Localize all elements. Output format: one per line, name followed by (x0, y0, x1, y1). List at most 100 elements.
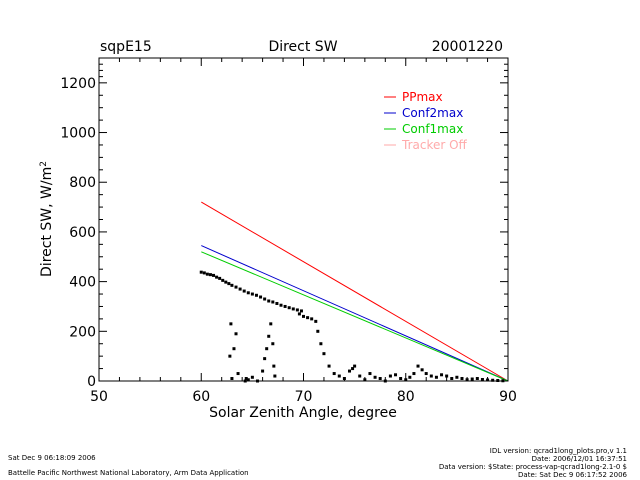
data-point (424, 372, 428, 376)
data-point (475, 377, 479, 381)
data-point (287, 306, 291, 310)
data-point (221, 278, 225, 282)
footer-data-date: Date: Sat Dec 9 06:17:52 2006 (518, 471, 627, 479)
data-point (420, 368, 424, 372)
data-point (218, 276, 222, 280)
x-tick-label: 70 (295, 389, 313, 405)
footer-idl-date: Date: 2006/12/01 16:37:51 (532, 455, 627, 463)
data-point (244, 377, 248, 381)
data-point (455, 375, 459, 379)
data-point (408, 375, 412, 379)
data-point (227, 282, 231, 286)
data-point (236, 372, 240, 376)
data-point (434, 375, 438, 379)
data-point (202, 271, 206, 275)
y-tick-label: 800 (69, 175, 96, 191)
data-point (416, 364, 420, 368)
data-point (429, 374, 433, 378)
footer-idl-version: IDL version: qcrad1long_plots.pro,v 1.1 (490, 447, 627, 455)
data-point (254, 293, 258, 297)
data-point (267, 334, 271, 338)
data-point (319, 342, 323, 346)
data-point (348, 369, 352, 373)
data-point (351, 367, 355, 371)
data-point (306, 316, 310, 320)
data-point (259, 295, 263, 299)
data-point (314, 319, 318, 323)
legend-label-ppmax: PPmax (402, 90, 443, 104)
data-point (271, 342, 275, 346)
data-point (271, 300, 275, 304)
y-tick-label: 400 (69, 275, 96, 291)
legend-label-tracker-off: Tracker Off (401, 138, 468, 152)
date-label: 20001220 (432, 39, 503, 55)
x-tick-label: 80 (397, 389, 415, 405)
data-point (272, 364, 276, 368)
data-point (230, 377, 234, 381)
data-point (215, 275, 219, 279)
data-point (310, 317, 314, 321)
data-point (242, 289, 246, 293)
data-point (279, 303, 283, 307)
legend-label-conf1max: Conf1max (402, 122, 463, 136)
station-label: sqpE15 (100, 39, 152, 55)
data-point (246, 378, 250, 382)
data-point (199, 270, 203, 274)
data-point (470, 377, 474, 381)
data-point (269, 322, 273, 326)
data-point (412, 372, 416, 376)
data-point (322, 352, 326, 356)
data-point (230, 283, 234, 287)
data-point (275, 301, 279, 305)
data-point (205, 272, 209, 276)
data-point (399, 377, 403, 381)
data-point (250, 292, 254, 296)
data-point (388, 374, 392, 378)
data-point (337, 374, 341, 378)
data-point (243, 379, 247, 383)
data-point (332, 372, 336, 376)
data-point (440, 373, 444, 377)
data-point (445, 374, 449, 378)
x-tick-label: 50 (90, 389, 108, 405)
data-point (297, 312, 301, 316)
data-point (460, 377, 464, 381)
y-tick-label: 200 (69, 324, 96, 340)
legend-label-conf2max: Conf2max (402, 106, 463, 120)
data-point (255, 379, 259, 383)
x-tick-label: 60 (192, 389, 210, 405)
y-axis-label: Direct SW, W/m2 (39, 161, 55, 277)
data-point (496, 379, 500, 383)
data-point (246, 291, 250, 295)
data-point (373, 375, 377, 379)
data-point (232, 347, 236, 351)
data-point (273, 374, 277, 378)
data-point (212, 273, 216, 277)
data-point (234, 332, 238, 336)
ppmax-line (201, 201, 509, 382)
data-point (263, 357, 267, 361)
chart-title: Direct SW (268, 39, 337, 55)
data-point (224, 280, 228, 284)
data-point (491, 378, 495, 382)
footer-data-version: Data version: $State: process-vap-qcrad1… (439, 463, 627, 471)
data-point (228, 354, 232, 358)
conf2max-line (201, 245, 509, 382)
data-point (353, 364, 357, 368)
data-point (250, 375, 254, 379)
footer-lab: Battelle Pacific Northwest National Labo… (8, 469, 249, 477)
data-point (316, 329, 320, 333)
data-point (378, 377, 382, 381)
data-point (450, 377, 454, 381)
data-point (480, 378, 484, 382)
data-point (291, 307, 295, 311)
data-point (394, 373, 398, 377)
x-tick-label: 90 (499, 389, 517, 405)
data-point (238, 287, 242, 291)
data-point (295, 308, 299, 312)
data-point (302, 314, 305, 318)
data-point (327, 364, 331, 368)
footer-timestamp: Sat Dec 9 06:18:09 2006 (8, 454, 96, 462)
y-tick-label: 0 (87, 374, 96, 390)
